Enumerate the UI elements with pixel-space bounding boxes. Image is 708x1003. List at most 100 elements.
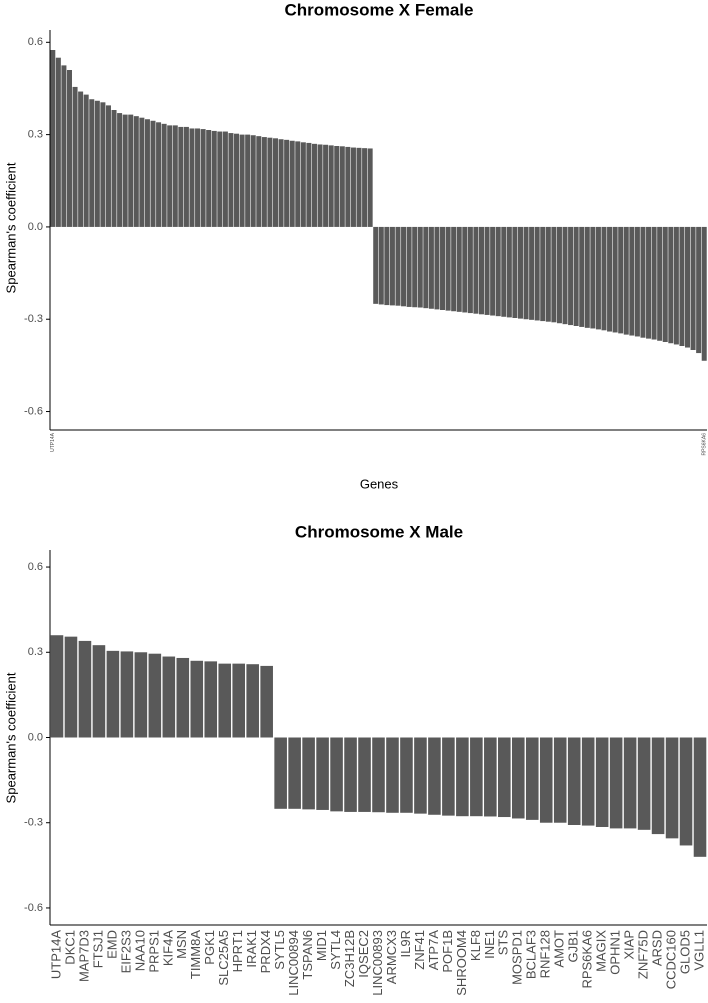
bar [134,652,148,738]
bar [414,737,427,814]
bar [105,105,111,227]
bar [256,136,262,227]
bar [553,737,567,823]
bar [685,226,691,348]
bar [228,133,234,227]
bar [665,737,679,839]
x-tick-label: OPHN1 [608,930,623,975]
y-tick-label: 0.0 [28,731,43,743]
bar [172,125,178,227]
x-tick-label: HPRT1 [230,930,245,972]
bar [323,144,329,227]
bar [344,737,357,812]
x-tick-label: SYTL4 [328,930,343,970]
bar [334,146,340,227]
bar [568,226,574,326]
x-tick-label: EMD [104,930,119,959]
bar [417,226,423,308]
x-tick-label: INE1 [482,930,497,959]
x-tick-label: FTSJ1 [90,930,105,968]
bar [378,226,384,305]
x-tick-label: DKC1 [62,930,77,965]
x-tick-label: NAA10 [132,930,147,971]
bar [367,148,373,227]
bar [501,226,507,317]
bar [440,226,446,310]
bar [581,737,595,826]
bar [679,226,685,346]
bar [412,226,418,308]
bar [66,70,72,227]
x-tick-label: STS [496,930,511,956]
y-tick-label: -0.3 [24,817,43,829]
bar [246,664,259,738]
bar [250,135,256,227]
bar [267,137,273,227]
x-tick-label: MSN [174,930,189,959]
bar [612,226,618,333]
bar [55,57,61,227]
bar [701,226,707,361]
bar [272,138,279,227]
x-tick-label: MAP7D3 [76,930,91,982]
bar [200,129,206,227]
bar [567,737,581,825]
x-tick-label: AMOT [552,930,567,968]
bar [317,144,323,227]
x-tick-label: LINC00894 [286,930,301,996]
bar [690,226,696,350]
y-tick-label: 0.6 [28,561,43,573]
bar [284,139,290,227]
bar [218,663,232,738]
bar [400,737,413,813]
bar [106,650,120,738]
bar [640,226,646,338]
y-axis-label: Spearman's coefficient [3,162,18,293]
bar [609,737,623,829]
bar [278,139,284,227]
chart-title: Chromosome X Female [285,0,474,19]
bar [601,226,607,331]
x-tick-label: PGK1 [202,930,217,965]
bar [176,657,190,738]
bar [657,226,663,341]
x-tick-label: PRPS1 [146,930,161,973]
bar [673,226,679,345]
bar [646,226,652,339]
bar [373,226,379,304]
bar [401,226,407,307]
bar [94,100,100,227]
x-tick-label: MAGIX [594,930,609,972]
x-tick-label: IL9R [398,930,413,957]
bar [590,226,596,329]
x-tick-label: LINC00893 [370,930,385,996]
bar [442,737,455,816]
bar [156,122,162,227]
y-tick-label: -0.6 [24,405,43,417]
bar [511,737,525,819]
bar [523,226,529,320]
bar [556,226,562,324]
x-tick-label: SYTL5 [272,930,287,970]
x-tick-label: ZNF41 [412,930,427,970]
bar [651,737,665,835]
bar [462,226,468,313]
bar [288,737,301,809]
bar [204,661,218,738]
x-tick-label: RPS6KA6 [580,930,595,989]
x-axis-label: Genes [360,476,399,491]
bar [529,226,535,320]
bar [92,645,106,738]
y-axis-label: Spearman's coefficient [3,672,18,803]
bar [306,142,312,227]
bar [300,142,306,227]
bar [111,110,117,227]
bar [525,737,539,820]
bar [211,130,217,227]
bar [595,737,609,827]
bar [484,737,497,817]
x-tick-label: EIF2S3 [118,930,133,973]
bar [551,226,557,323]
x-tick-label: ATP7A [426,930,441,971]
bar [311,143,317,227]
